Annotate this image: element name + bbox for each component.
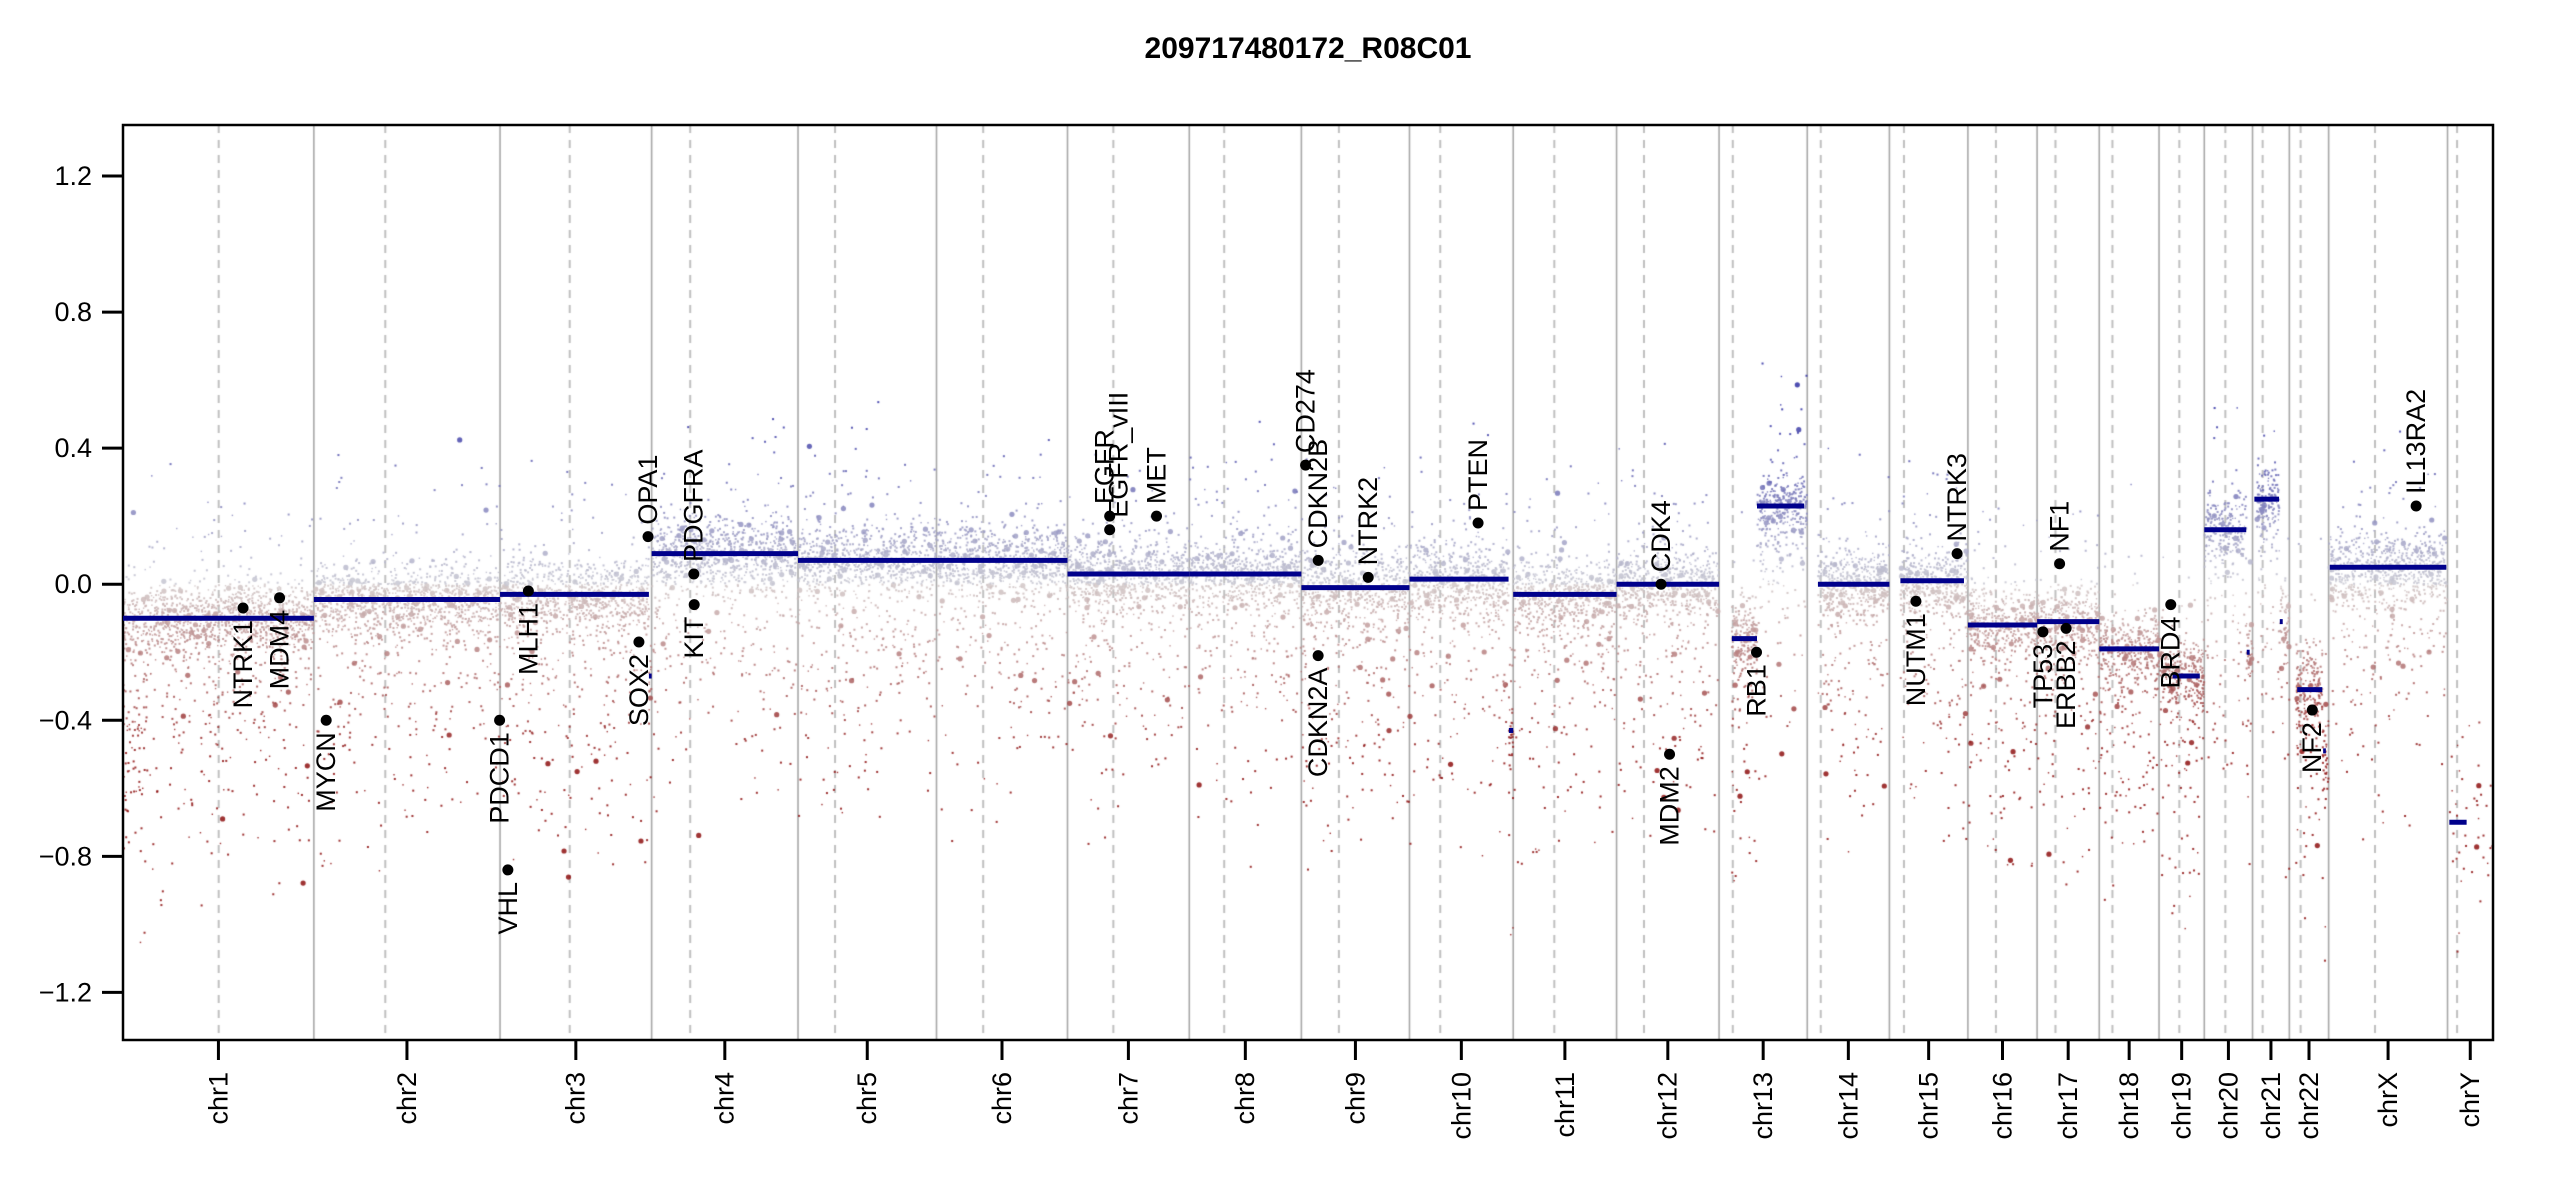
gene-marker-dot xyxy=(1751,646,1763,658)
gene-label: NF2 xyxy=(2297,722,2327,773)
x-axis-tick-label: chr21 xyxy=(2256,1072,2286,1140)
gene-label: MLH1 xyxy=(513,603,543,675)
gene-label: RB1 xyxy=(1741,664,1771,717)
gene-marker-dot xyxy=(522,585,534,597)
plot-border xyxy=(121,123,2495,1042)
x-axis-tick-label: chr14 xyxy=(1833,1072,1863,1140)
x-axis-tick-label: chr18 xyxy=(2114,1072,2144,1140)
gene-marker-dot xyxy=(274,592,286,604)
gene-marker-dot xyxy=(1300,459,1312,471)
x-axis-tick-label: chr15 xyxy=(1914,1072,1944,1140)
x-axis-tick-label: chr12 xyxy=(1653,1072,1683,1140)
y-axis-tick-label: 0.4 xyxy=(54,433,92,463)
x-axis-tick-label: chr19 xyxy=(2167,1072,2197,1140)
x-axis-tick-label: chr20 xyxy=(2213,1072,2243,1140)
x-axis-tick-label: chr6 xyxy=(987,1072,1017,1125)
x-axis-tick-label: chr1 xyxy=(203,1072,233,1125)
gene-marker-dot xyxy=(320,714,332,726)
gene-marker-dot xyxy=(2060,622,2072,634)
x-axis-tick-label: chr13 xyxy=(1748,1072,1778,1140)
y-axis-tick-label: 0.8 xyxy=(54,297,92,327)
gene-label: SOX2 xyxy=(624,654,654,726)
gene-label: MDM2 xyxy=(1654,766,1684,846)
gene-marker-dot xyxy=(1151,510,1163,522)
gene-marker-dot xyxy=(1104,524,1116,536)
x-axis-tick-label: chr7 xyxy=(1113,1072,1143,1125)
gene-label: PTEN xyxy=(1463,439,1493,511)
x-axis-tick-label: chr17 xyxy=(2053,1072,2083,1140)
gene-label: CD274 xyxy=(1290,369,1320,453)
gene-marker-dot xyxy=(1104,510,1116,522)
x-axis-tick-label: chr9 xyxy=(1340,1072,1370,1125)
gene-marker-dot xyxy=(2165,599,2177,611)
x-axis-tick-label: chr3 xyxy=(561,1072,591,1125)
gene-marker-dot xyxy=(494,714,506,726)
x-axis-tick-label: chr4 xyxy=(710,1072,740,1125)
y-axis-tick-label: −0.8 xyxy=(39,841,92,871)
gene-marker-dot xyxy=(2054,558,2066,570)
gene-label: NTRK1 xyxy=(228,620,258,709)
gene-label: MET xyxy=(1141,447,1171,504)
gene-label: TP53 xyxy=(2028,644,2058,709)
x-axis-tick-label: chr2 xyxy=(392,1072,422,1125)
gene-label: MDM4 xyxy=(264,610,294,690)
gene-label: NF1 xyxy=(2045,501,2075,552)
gene-label: CDKN2B xyxy=(1303,439,1333,549)
gene-label: BRD4 xyxy=(2156,617,2186,689)
gene-label: OPA1 xyxy=(633,455,663,525)
gene-label: PDGFRA xyxy=(679,449,709,562)
gene-label: ERBB2 xyxy=(2051,640,2081,729)
gene-label: KIT xyxy=(679,617,709,659)
gene-marker-dot xyxy=(633,636,645,648)
gene-marker-dot xyxy=(688,568,700,580)
gene-label: CDK4 xyxy=(1646,500,1676,572)
x-axis-tick-label: chrY xyxy=(2455,1072,2485,1128)
y-axis-tick-label: 1.2 xyxy=(54,161,92,191)
gene-marker-dot xyxy=(1664,748,1676,760)
gene-marker-dot xyxy=(642,531,654,543)
gene-marker-dot xyxy=(1362,571,1374,583)
gene-marker-dot xyxy=(1472,517,1484,529)
gene-marker-dot xyxy=(237,602,249,614)
y-axis-tick-label: −1.2 xyxy=(39,977,92,1007)
x-axis-tick-label: chr10 xyxy=(1446,1072,1476,1140)
gene-marker-dot xyxy=(1655,578,1667,590)
y-axis-tick-label: −0.4 xyxy=(39,705,92,735)
gene-label: CDKN2A xyxy=(1303,668,1333,778)
gene-marker-dot xyxy=(1312,554,1324,566)
gene-marker-dot xyxy=(1951,548,1963,560)
gene-marker-dot xyxy=(1312,650,1324,662)
plot-title: 209717480172_R08C01 xyxy=(1144,32,1472,65)
gene-marker-dot xyxy=(688,599,700,611)
x-axis-tick-label: chr11 xyxy=(1550,1072,1580,1138)
gene-marker-dot xyxy=(502,864,514,876)
x-axis-tick-label: chr22 xyxy=(2294,1072,2324,1140)
gene-label: VHL xyxy=(493,882,523,935)
x-axis-tick-label: chr8 xyxy=(1230,1072,1260,1125)
x-axis-tick-label: chr5 xyxy=(852,1072,882,1125)
gene-label: EGFR xyxy=(1090,429,1120,504)
gene-label: PDCD1 xyxy=(484,732,514,824)
gene-label: NTRK2 xyxy=(1353,477,1383,566)
gene-label: NTRK3 xyxy=(1942,453,1972,542)
gene-label: MYCN xyxy=(311,732,341,812)
gene-marker-dot xyxy=(2037,626,2049,638)
gene-label: EGFR_vIII xyxy=(1104,392,1134,518)
gene-label: IL13RA2 xyxy=(2401,389,2431,494)
x-axis-tick-label: chr16 xyxy=(1987,1072,2017,1140)
y-axis-tick-label: 0.0 xyxy=(54,569,92,599)
gene-marker-dot xyxy=(2410,500,2422,512)
gene-label: NUTM1 xyxy=(1901,613,1931,706)
x-axis-tick-label: chrX xyxy=(2373,1072,2403,1128)
gene-marker-dot xyxy=(2306,704,2318,716)
gene-marker-dot xyxy=(1910,595,1922,607)
